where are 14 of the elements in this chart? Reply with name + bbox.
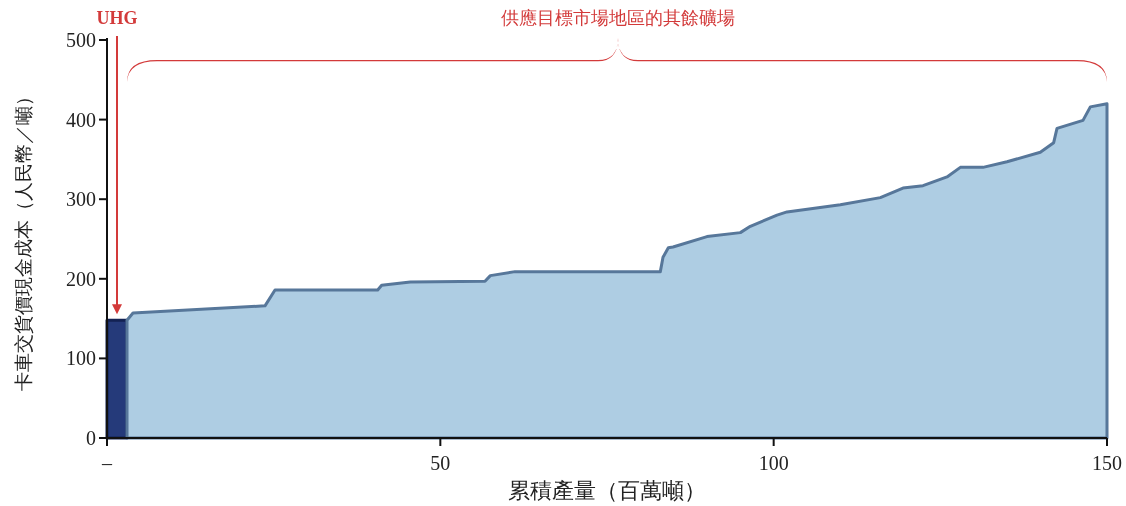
text: 供應目標市場地區的其餘礦場: [501, 8, 735, 28]
x-axis-title: 累積產量（百萬噸）: [508, 478, 706, 503]
x-tick-label: 50: [430, 452, 451, 474]
x-tick-label: 150: [1092, 452, 1122, 474]
y-tick-label: 300: [66, 188, 96, 211]
y-tick-label: 500: [66, 29, 96, 51]
y-tick-label: 0: [86, 427, 96, 449]
x-tick-label: –: [101, 452, 113, 474]
y-tick-label: 400: [66, 108, 96, 131]
y-tick-label: 100: [66, 347, 96, 370]
y-tick-label: 200: [66, 267, 96, 290]
text: UHG: [96, 8, 138, 28]
x-tick-label: 100: [758, 452, 789, 474]
y-axis-title: 卡車交貨價現金成本（人民幣／噸）: [13, 87, 34, 391]
